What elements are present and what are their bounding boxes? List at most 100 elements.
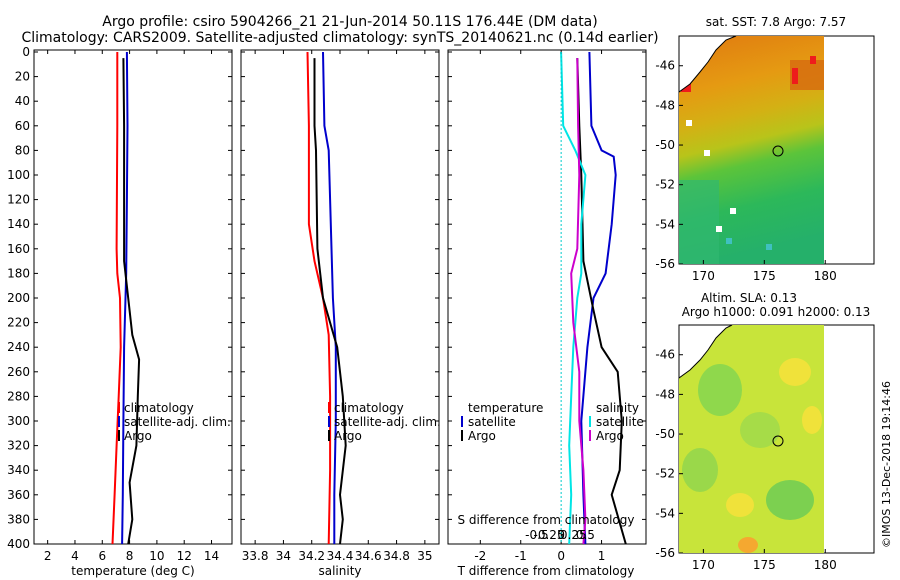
sst-cloud-cell: [716, 226, 722, 232]
depth-tick-label: 40: [15, 94, 30, 108]
map-y-tick-label: -48: [655, 98, 675, 112]
series-line-satellite-adj-clim-: [322, 51, 337, 544]
x-tick-label: 12: [177, 549, 192, 563]
sla-blob: [682, 448, 718, 492]
map-x-tick-label: 175: [753, 269, 776, 283]
depth-tick-label: 320: [7, 439, 30, 453]
depth-tick-label: 300: [7, 414, 30, 428]
map-y-tick-label: -46: [655, 59, 675, 73]
temperature-series: [111, 51, 141, 545]
argo-position-marker: [772, 435, 784, 447]
legend-argo-label: Argo: [334, 429, 362, 443]
depth-tick-label: 360: [7, 488, 30, 502]
map-y-tick-label: -50: [655, 138, 675, 152]
legend-t-argo-label: Argo: [468, 429, 496, 443]
x-tick-label: 14: [204, 549, 219, 563]
s-diff-tick-label: 0.5: [576, 528, 595, 542]
salinity-legend: climatology satellite-adj. clim. Argo: [328, 401, 441, 443]
difference-salinity-legend: salinity satellite Argo: [589, 401, 644, 443]
depth-tick-label: 100: [7, 168, 30, 182]
legend-salinity-title: salinity: [596, 401, 639, 415]
depth-tick-label: 380: [7, 512, 30, 526]
x-tick-label: 33.8: [242, 549, 269, 563]
title-line-2: Climatology: CARS2009. Satellite-adjuste…: [21, 30, 658, 46]
argo-position-marker: [772, 145, 784, 157]
series-line-climatology: [306, 51, 332, 545]
sla-blob: [766, 480, 814, 520]
depth-tick-label: 180: [7, 266, 30, 280]
sst-cool-cell: [726, 238, 732, 244]
legend-s-satellite-label: satellite: [596, 415, 644, 429]
x-tick-label: 8: [126, 549, 134, 563]
x-tick-label: 2: [44, 549, 52, 563]
sla-blob: [779, 358, 811, 386]
series-line-satellite-adj-clim-: [121, 51, 129, 545]
legend-s-argo-label: Argo: [596, 429, 624, 443]
difference-plot-frame: [447, 49, 647, 545]
x-tick-label: 34.8: [383, 549, 410, 563]
depth-tick-label: 60: [15, 119, 30, 133]
legend-satellite-label: satellite-adj. clim.: [334, 415, 441, 429]
legend-temperature-title: temperature: [468, 401, 543, 415]
x-tick-label: 4: [71, 549, 79, 563]
legend-climatology-label: climatology: [334, 401, 404, 415]
sla-map-ticks: 170 175 180 -46 -48 -50 -52 -54 -56: [655, 348, 836, 572]
sst-map-ticks: 170 175 180 -46 -48 -50 -52 -54 -56: [655, 59, 836, 283]
depth-tick-label: 200: [7, 291, 30, 305]
sst-cloud-cell: [730, 208, 736, 214]
depth-tick-label: 160: [7, 242, 30, 256]
x-tick-label: -1: [515, 549, 527, 563]
map-y-tick-label: -54: [655, 506, 675, 520]
s-diff-tick-label: -0.5: [525, 528, 548, 542]
series-line-climatology: [111, 52, 122, 545]
sst-cool-patch: [679, 180, 719, 264]
depth-tick-label: 0: [22, 45, 30, 59]
x-tick-label: -2: [474, 549, 486, 563]
salinity-difference-label: S difference from climatology: [458, 513, 635, 527]
sla-blob: [698, 364, 742, 416]
legend-satellite-label: satellite-adj. clim.: [124, 415, 231, 429]
series-line-s-satellite: [560, 51, 587, 545]
map-y-tick-label: -52: [655, 467, 675, 481]
sst-cool-cell: [766, 244, 772, 250]
depth-tick-label: 340: [7, 463, 30, 477]
depth-tick-label: 220: [7, 316, 30, 330]
difference-temperature-legend: temperature satellite Argo: [461, 401, 543, 443]
coastline: [679, 325, 733, 379]
difference-x-label: T difference from climatology: [457, 564, 635, 578]
sla-map-title: Altim. SLA: 0.13: [701, 291, 797, 305]
sst-hot-cell: [810, 56, 816, 64]
map-y-tick-label: -56: [655, 257, 675, 271]
depth-tick-label: 140: [7, 217, 30, 231]
salinity-x-label: salinity: [318, 564, 361, 578]
sla-blob: [738, 537, 758, 553]
sst-cloud-cell: [686, 120, 692, 126]
sla-map: 170 175 180 -46 -48 -50 -52 -54 -56: [655, 324, 875, 572]
x-tick-label: 10: [149, 549, 164, 563]
sla-blob: [726, 493, 754, 517]
map-y-tick-label: -50: [655, 427, 675, 441]
depth-tick-label: 120: [7, 193, 30, 207]
depth-tick-label: 80: [15, 143, 30, 157]
difference-series: [560, 51, 627, 545]
salinity-x-ticks: 33.8 34 34.2 34.4 34.6 34.8 35: [242, 50, 432, 563]
map-y-tick-label: -46: [655, 348, 675, 362]
sla-blob: [740, 412, 780, 448]
map-x-tick-label: 170: [692, 558, 715, 572]
map-x-tick-label: 180: [814, 269, 837, 283]
map-x-tick-label: 170: [692, 269, 715, 283]
map-x-tick-label: 180: [814, 558, 837, 572]
map-y-tick-label: -48: [655, 387, 675, 401]
imos-watermark: ©IMOS 13-Dec-2018 19:14:46: [880, 381, 893, 548]
map-y-tick-label: -52: [655, 178, 675, 192]
sla-map-subtitle: Argo h1000: 0.091 h2000: 0.13: [682, 305, 871, 319]
depth-tick-label: 260: [7, 365, 30, 379]
temperature-x-label: temperature (deg C): [71, 564, 194, 578]
depth-tick-label: 280: [7, 389, 30, 403]
s-diff-tick-label: 0.25: [560, 528, 587, 542]
x-tick-label: 34.2: [298, 549, 325, 563]
series-line-argo: [313, 58, 347, 545]
legend-climatology-label: climatology: [124, 401, 194, 415]
